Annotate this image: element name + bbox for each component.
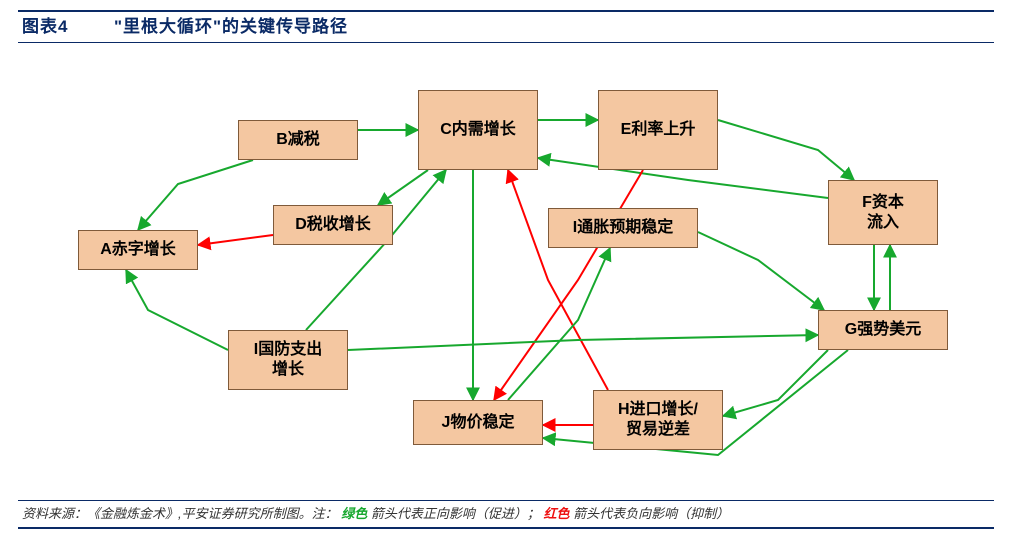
- node-H: H进口增长/贸易逆差: [593, 390, 723, 450]
- footer-mid: 箭头代表正向影响（促进）；: [371, 506, 540, 521]
- diagram-canvas: A赤字增长 B减税 C内需增长 D税收增长 E利率上升 F资本流入 G强势美元 H进口增长/贸…: [18, 50, 994, 491]
- footer-green-word: 绿色: [341, 506, 367, 521]
- node-J: J物价稳定: [413, 400, 543, 445]
- figure-frame: 图表4 "里根大循环"的关键传导路径 A赤字增长 B减税 C内需增长 D税收增长 E利率…: [0, 0, 1012, 541]
- edge: [306, 170, 446, 330]
- node-C: C内需增长: [418, 90, 538, 170]
- figure-footer: 资料来源：《金融炼金术》,平安证券研究所制图。注： 绿色 箭头代表正向影响（促进…: [18, 500, 994, 529]
- edge: [198, 235, 273, 245]
- node-A: A赤字增长: [78, 230, 198, 270]
- node-G: G强势美元: [818, 310, 948, 350]
- figure-number: 图表4: [22, 17, 68, 36]
- node-Idef: I国防支出增长: [228, 330, 348, 390]
- edge: [494, 170, 643, 400]
- edge: [698, 232, 824, 310]
- node-D: D税收增长: [273, 205, 393, 245]
- node-E: E利率上升: [598, 90, 718, 170]
- footer-red-word: 红色: [544, 506, 570, 521]
- edge: [126, 270, 228, 350]
- edge: [508, 248, 610, 400]
- edge: [718, 120, 854, 180]
- node-F: F资本流入: [828, 180, 938, 245]
- node-B: B减税: [238, 120, 358, 160]
- figure-title: "里根大循环"的关键传导路径: [114, 17, 348, 36]
- footer-source: 资料来源：《金融炼金术》,平安证券研究所制图。注：: [22, 506, 338, 521]
- edge: [138, 160, 253, 230]
- edge: [723, 350, 828, 416]
- figure-title-bar: 图表4 "里根大循环"的关键传导路径: [18, 10, 994, 43]
- node-Iinf: I通胀预期稳定: [548, 208, 698, 248]
- footer-tail: 箭头代表负向影响（抑制）: [573, 506, 729, 521]
